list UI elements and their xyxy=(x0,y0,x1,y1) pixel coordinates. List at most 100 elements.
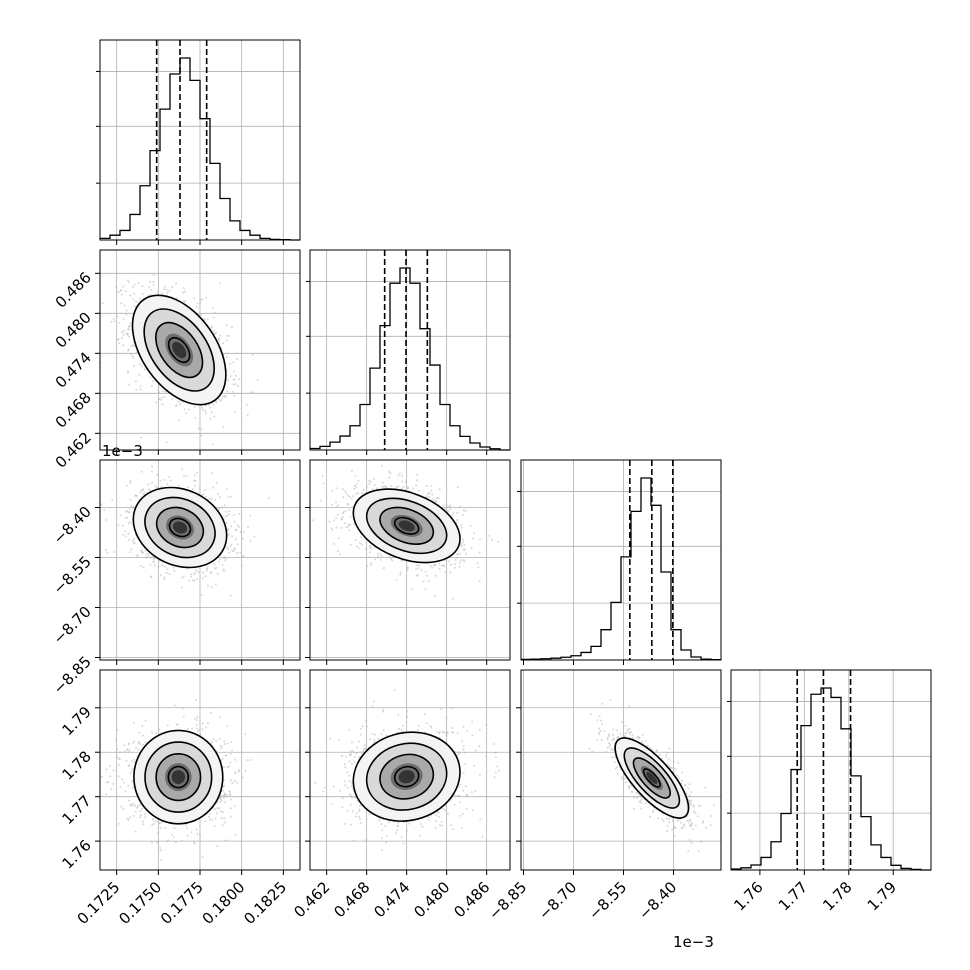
scatter-point xyxy=(139,810,142,813)
scatter-point xyxy=(332,542,335,545)
scatter-point xyxy=(126,279,129,282)
scatter-point xyxy=(224,801,227,804)
scatter-point xyxy=(342,511,345,514)
scatter-point xyxy=(173,704,176,707)
scatter-point xyxy=(398,472,401,475)
scatter-point xyxy=(427,492,430,495)
scatter-point xyxy=(196,716,199,719)
scatter-point xyxy=(141,488,144,491)
scatter-point xyxy=(196,727,199,730)
scatter-point xyxy=(204,412,207,415)
scatter-point xyxy=(479,538,481,541)
scatter-point xyxy=(160,485,163,488)
scatter-point xyxy=(182,715,185,718)
scatter-point xyxy=(229,752,232,755)
scatter-point xyxy=(216,573,219,575)
scatter-point xyxy=(377,554,380,557)
contour-line-3 xyxy=(167,336,191,364)
scatter-point xyxy=(434,595,437,598)
contour-line-0 xyxy=(132,486,228,569)
scatter-point xyxy=(464,510,467,513)
scatter-point xyxy=(129,322,132,325)
scatter-point xyxy=(251,391,254,394)
scatter-point xyxy=(201,722,204,725)
scatter-point xyxy=(171,398,174,401)
scatter-point xyxy=(224,821,226,824)
scatter-point xyxy=(174,841,177,844)
scatter-point xyxy=(176,297,179,300)
scatter-point xyxy=(144,549,147,552)
scatter-point xyxy=(138,731,141,734)
scatter-point xyxy=(223,817,226,820)
histogram-panel-1 xyxy=(306,249,511,451)
scatter-point xyxy=(335,517,338,519)
scatter-point xyxy=(417,567,420,570)
scatter-point xyxy=(391,559,394,562)
scatter-point xyxy=(166,568,169,571)
scatter-point xyxy=(146,555,149,558)
scatter-point xyxy=(138,373,141,376)
scatter-point xyxy=(219,399,222,402)
scatter-point xyxy=(350,497,353,500)
scatter-point xyxy=(147,553,150,556)
scatter-point xyxy=(157,388,160,391)
scatter-point xyxy=(233,378,236,381)
scatter-point xyxy=(461,514,464,516)
scatter-point xyxy=(331,503,334,506)
scatter-point xyxy=(223,559,226,562)
panels-group xyxy=(96,39,932,871)
scatter-point xyxy=(116,315,119,318)
scatter-point xyxy=(229,545,232,548)
scatter-point xyxy=(156,291,159,294)
scatter-point xyxy=(176,400,179,403)
scatter-point xyxy=(185,824,187,827)
scatter-point xyxy=(125,516,128,519)
scatter-point xyxy=(201,408,204,411)
scatter-point xyxy=(347,494,350,497)
scatter-point xyxy=(157,486,160,489)
scatter-point xyxy=(219,334,221,337)
scatter-point xyxy=(165,288,168,291)
scatter-point xyxy=(335,526,338,529)
scatter-point xyxy=(149,556,152,559)
scatter-point xyxy=(429,565,432,567)
scatter-point xyxy=(330,527,333,530)
density-panel-0-3 xyxy=(99,669,301,871)
scatter-point xyxy=(215,481,218,484)
scatter-point xyxy=(456,519,459,522)
scatter-point xyxy=(128,507,131,510)
scatter-point xyxy=(226,488,228,491)
scatter-point xyxy=(152,284,155,286)
scatter-point xyxy=(151,481,154,484)
scatter-point xyxy=(163,395,166,398)
scatter-point xyxy=(120,302,123,305)
scatter-point xyxy=(210,411,213,414)
scatter-point xyxy=(117,291,120,294)
scatter-point xyxy=(347,525,350,528)
scatter-point xyxy=(497,540,500,543)
panel-frame xyxy=(309,249,511,451)
scatter-point xyxy=(370,547,373,550)
scatter-point xyxy=(225,557,228,560)
scatter-point xyxy=(442,564,445,567)
scatter-point xyxy=(389,558,392,560)
scatter-point xyxy=(198,729,201,732)
scatter-point xyxy=(199,733,202,736)
scatter-point xyxy=(222,789,225,792)
scatter-point xyxy=(374,558,377,561)
scatter-point xyxy=(473,532,476,535)
scatter-point xyxy=(357,492,360,494)
scatter-point xyxy=(357,547,360,550)
scatter-point xyxy=(234,538,237,541)
scatter-point xyxy=(161,564,164,567)
scatter-point xyxy=(204,409,207,412)
scatter-point xyxy=(173,827,176,830)
scatter-point xyxy=(166,724,169,727)
scatter-point xyxy=(131,804,134,807)
scatter-point xyxy=(390,485,393,488)
scatter-point xyxy=(127,522,130,525)
scatter-point xyxy=(217,339,220,342)
scatter-point xyxy=(332,519,335,522)
scatter-point xyxy=(132,539,134,542)
scatter-point xyxy=(135,389,138,391)
